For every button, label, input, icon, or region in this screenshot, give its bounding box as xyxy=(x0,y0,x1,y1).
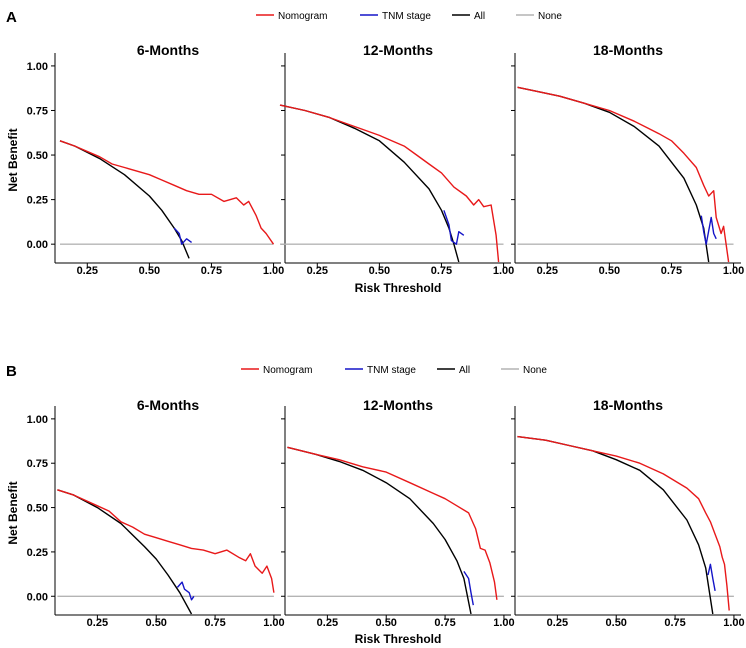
x-tick-label: 0.75 xyxy=(434,617,455,629)
y-tick-label: 0.50 xyxy=(27,503,48,515)
series-nomogram xyxy=(57,489,275,593)
series-all xyxy=(59,140,190,259)
x-tick-label: 0.50 xyxy=(606,617,627,629)
series-nomogram xyxy=(517,435,730,611)
x-tick-label: 0.50 xyxy=(369,265,390,277)
legend-label: None xyxy=(538,11,562,22)
subplot-18-months: 18-Months 0.25 0.50 0.75 1.00 xyxy=(511,42,744,277)
subplot-title: 6-Months xyxy=(137,397,199,413)
x-tick-label: 0.25 xyxy=(537,265,558,277)
x-axis-label: Risk Threshold xyxy=(355,281,442,295)
subplot-title: 18-Months xyxy=(593,397,663,413)
subplot-title: 6-Months xyxy=(137,42,199,58)
series-nomogram xyxy=(59,140,275,245)
x-tick-label: 0.50 xyxy=(139,265,160,277)
legend-label: All xyxy=(474,11,485,22)
series-all xyxy=(517,435,714,615)
x-axis-label: Risk Threshold xyxy=(355,632,442,646)
series-tnm-stage xyxy=(443,210,465,245)
y-tick-label: 0.75 xyxy=(27,105,48,117)
x-tick-label: 0.25 xyxy=(77,265,98,277)
x-tick-label: 1.00 xyxy=(493,265,514,277)
y-tick-label: 1.00 xyxy=(27,61,48,73)
y-axis-label: Net Benefit xyxy=(6,128,20,191)
y-tick-label: 1.00 xyxy=(27,414,48,426)
x-tick-label: 0.25 xyxy=(307,265,328,277)
x-tick-label: 0.25 xyxy=(317,617,338,629)
series-all xyxy=(287,446,472,615)
series-tnm-stage xyxy=(463,571,474,606)
subplot-12-months: 12-Months 0.25 0.50 0.75 1.00 xyxy=(281,397,515,629)
series-tnm-stage xyxy=(176,581,195,601)
subplot-title: 12-Months xyxy=(363,397,433,413)
y-tick-label: 0.25 xyxy=(27,195,48,207)
panel-label: B xyxy=(6,363,17,380)
x-tick-label: 0.50 xyxy=(599,265,620,277)
series-all xyxy=(57,489,193,615)
subplot-18-months: 18-Months 0.25 0.50 0.75 1.00 xyxy=(511,397,745,629)
subplot-6-months: 6-Months 0.25 0.50 0.75 1.00 0.00 0.25 0.50 0.75… xyxy=(27,397,285,629)
series-nomogram xyxy=(279,104,500,263)
subplot-12-months: 12-Months 0.25 0.50 0.75 1.00 xyxy=(279,42,514,277)
x-tick-label: 0.25 xyxy=(547,617,568,629)
legend: Nomogram TNM stage All None xyxy=(241,365,547,376)
series-tnm-stage xyxy=(173,227,193,245)
series-nomogram xyxy=(287,446,498,600)
y-tick-label: 0.00 xyxy=(27,591,48,603)
legend: Nomogram TNM stage All None xyxy=(256,11,562,22)
x-tick-label: 0.75 xyxy=(431,265,452,277)
x-tick-label: 0.75 xyxy=(664,617,685,629)
y-axis-label: Net Benefit xyxy=(6,481,20,544)
legend-label: None xyxy=(523,365,547,376)
subplot-title: 18-Months xyxy=(593,42,663,58)
legend-label: TNM stage xyxy=(382,11,431,22)
legend-label: Nomogram xyxy=(278,11,327,22)
series-nomogram xyxy=(517,86,730,263)
x-tick-label: 0.50 xyxy=(376,617,397,629)
series-tnm-stage xyxy=(707,563,716,592)
y-tick-label: 0.75 xyxy=(27,458,48,470)
legend-label: TNM stage xyxy=(367,365,416,376)
series-all xyxy=(279,104,460,263)
panel-label: A xyxy=(6,9,17,26)
x-tick-label: 0.75 xyxy=(201,265,222,277)
subplot-6-months: 6-Months 0.25 0.50 0.75 1.00 0.00 0.25 0.50 0.75… xyxy=(27,42,285,277)
x-tick-label: 0.75 xyxy=(661,265,682,277)
panel-A: A Nomogram TNM stage All None Net Benefit Risk… xyxy=(6,9,744,295)
y-tick-label: 0.25 xyxy=(27,547,48,559)
legend-label: All xyxy=(459,365,470,376)
x-tick-label: 1.00 xyxy=(723,265,744,277)
panel-B: B Nomogram TNM stage All None Net Benefit Risk… xyxy=(6,363,745,646)
x-tick-label: 1.00 xyxy=(263,265,284,277)
subplot-title: 12-Months xyxy=(363,42,433,58)
x-tick-label: 1.00 xyxy=(723,617,744,629)
y-tick-label: 0.00 xyxy=(27,239,48,251)
x-tick-label: 1.00 xyxy=(263,617,284,629)
y-tick-label: 0.50 xyxy=(27,150,48,162)
x-tick-label: 0.25 xyxy=(87,617,108,629)
x-tick-label: 0.50 xyxy=(146,617,167,629)
series-tnm-stage xyxy=(700,215,717,245)
legend-label: Nomogram xyxy=(263,365,312,376)
x-tick-label: 1.00 xyxy=(493,617,514,629)
x-tick-label: 0.75 xyxy=(204,617,225,629)
series-all xyxy=(517,86,710,263)
